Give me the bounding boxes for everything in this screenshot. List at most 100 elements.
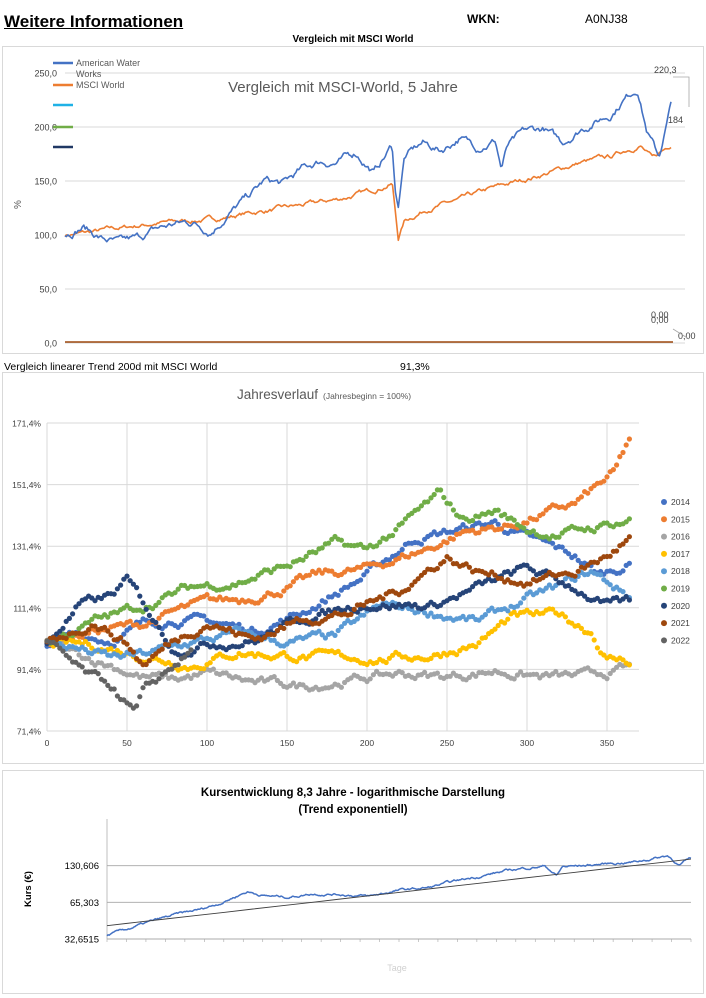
chart2-point xyxy=(204,592,210,598)
chart1-end-label: 0,00 xyxy=(651,315,669,325)
chart2-point xyxy=(86,619,92,626)
chart2-point xyxy=(185,650,191,656)
chart2-point xyxy=(566,551,572,557)
chart2-y-tick-label: 71,4% xyxy=(17,727,42,737)
chart2-points xyxy=(44,436,633,711)
chart2-point xyxy=(502,511,508,517)
chart2-point xyxy=(287,564,293,570)
chart2-point xyxy=(121,576,127,582)
chart2-legend-label: 2015 xyxy=(671,514,690,524)
chart2-point xyxy=(210,638,216,644)
chart2-point xyxy=(66,615,72,621)
chart2-point xyxy=(412,601,418,608)
chart2-point xyxy=(598,572,604,578)
chart2-point xyxy=(447,501,453,507)
chart2-point xyxy=(230,629,236,635)
chart2-point xyxy=(239,643,245,649)
chart1-y-tick-label: 0,0 xyxy=(44,339,57,349)
chart2-point xyxy=(124,641,130,647)
chart2-point xyxy=(447,673,453,679)
chart2-point xyxy=(166,642,172,648)
chart2-point xyxy=(575,568,581,574)
chart2-point xyxy=(460,613,466,619)
chart2-point xyxy=(358,577,364,583)
chart2-point xyxy=(290,680,296,686)
chart3-y-tick-label: 65,303 xyxy=(70,898,99,909)
chart2-point xyxy=(127,702,133,708)
chart3-series xyxy=(106,855,692,937)
chart2-point xyxy=(476,530,482,536)
chart2-point xyxy=(335,592,341,598)
chart1-series-line xyxy=(64,93,672,243)
chart2-point xyxy=(511,517,517,523)
chart2-point xyxy=(399,670,405,676)
chart2-point xyxy=(300,557,306,563)
chart2-series-2021 xyxy=(44,534,633,668)
chart2-point xyxy=(614,462,620,468)
chart2-point xyxy=(607,670,613,677)
chart2-x-tick-label: 150 xyxy=(280,738,294,748)
chart2-point xyxy=(626,516,633,522)
chart2-point xyxy=(137,593,143,599)
chart2-legend-marker xyxy=(661,568,667,575)
chart2-point xyxy=(441,494,447,501)
chart2-point xyxy=(473,673,479,679)
chart3-y-tick-label: 32,6515 xyxy=(65,935,99,946)
chart2-point xyxy=(610,467,617,473)
chart2-point xyxy=(278,593,284,599)
chart2-point xyxy=(258,675,264,681)
chart2-point xyxy=(604,676,610,682)
chart2-point xyxy=(316,611,322,617)
chart2-point xyxy=(470,584,476,590)
chart2-point xyxy=(185,602,191,608)
chart1-svg: 0,0 50,0 100,0 150,0 200,0 250,0 % Vergleich … xyxy=(13,58,696,349)
chart2-point xyxy=(623,594,629,600)
chart2-point xyxy=(319,632,325,638)
chart2-point xyxy=(572,553,578,559)
chart2-point xyxy=(380,596,386,602)
chart2-point xyxy=(130,649,136,655)
chart2-point xyxy=(460,522,466,528)
chart2-point xyxy=(290,619,296,625)
chart2-point xyxy=(572,573,578,579)
chart2-point xyxy=(566,583,572,589)
chart2-point xyxy=(524,520,530,526)
chart2-point xyxy=(402,516,408,522)
chart2-point xyxy=(316,628,322,634)
chart2-point xyxy=(489,510,495,517)
chart2-legend-label: 2018 xyxy=(671,566,690,576)
chart2-point xyxy=(438,602,444,608)
chart2-point xyxy=(626,662,633,668)
chart2-point xyxy=(578,494,585,500)
chart2-point xyxy=(338,537,344,543)
chart2-point xyxy=(335,648,341,654)
chart2-point xyxy=(518,669,524,675)
chart2-point xyxy=(534,671,540,677)
chart2-point xyxy=(358,564,364,570)
chart2-x-tick-label: 350 xyxy=(600,738,614,748)
chart2-point xyxy=(172,590,178,596)
chart2-point xyxy=(367,676,373,682)
chart2-point xyxy=(348,611,354,617)
chart2-point xyxy=(137,694,143,700)
chart2-x-tick-label: 0 xyxy=(45,738,50,748)
chart2-point xyxy=(226,625,232,631)
chart1-legend-label: American Water xyxy=(76,58,140,68)
chart2-legend-label: 2020 xyxy=(671,601,690,611)
chart2-point xyxy=(454,652,460,658)
chart2-point xyxy=(60,625,66,631)
chart2-y-tick-label: 171,4% xyxy=(12,419,41,429)
chart2-point xyxy=(482,612,488,618)
chart2-point xyxy=(527,581,533,587)
chart2-point xyxy=(332,632,338,638)
chart2-point xyxy=(588,631,594,637)
chart2-point xyxy=(386,606,392,612)
chart2-point xyxy=(415,576,421,582)
chart2-point xyxy=(505,616,511,622)
chart2-point xyxy=(620,541,626,547)
chart2-point xyxy=(396,555,402,561)
chart1-y-tick-label: 250,0 xyxy=(34,69,57,79)
chart2-point xyxy=(425,499,431,505)
chart2-point xyxy=(364,568,370,574)
